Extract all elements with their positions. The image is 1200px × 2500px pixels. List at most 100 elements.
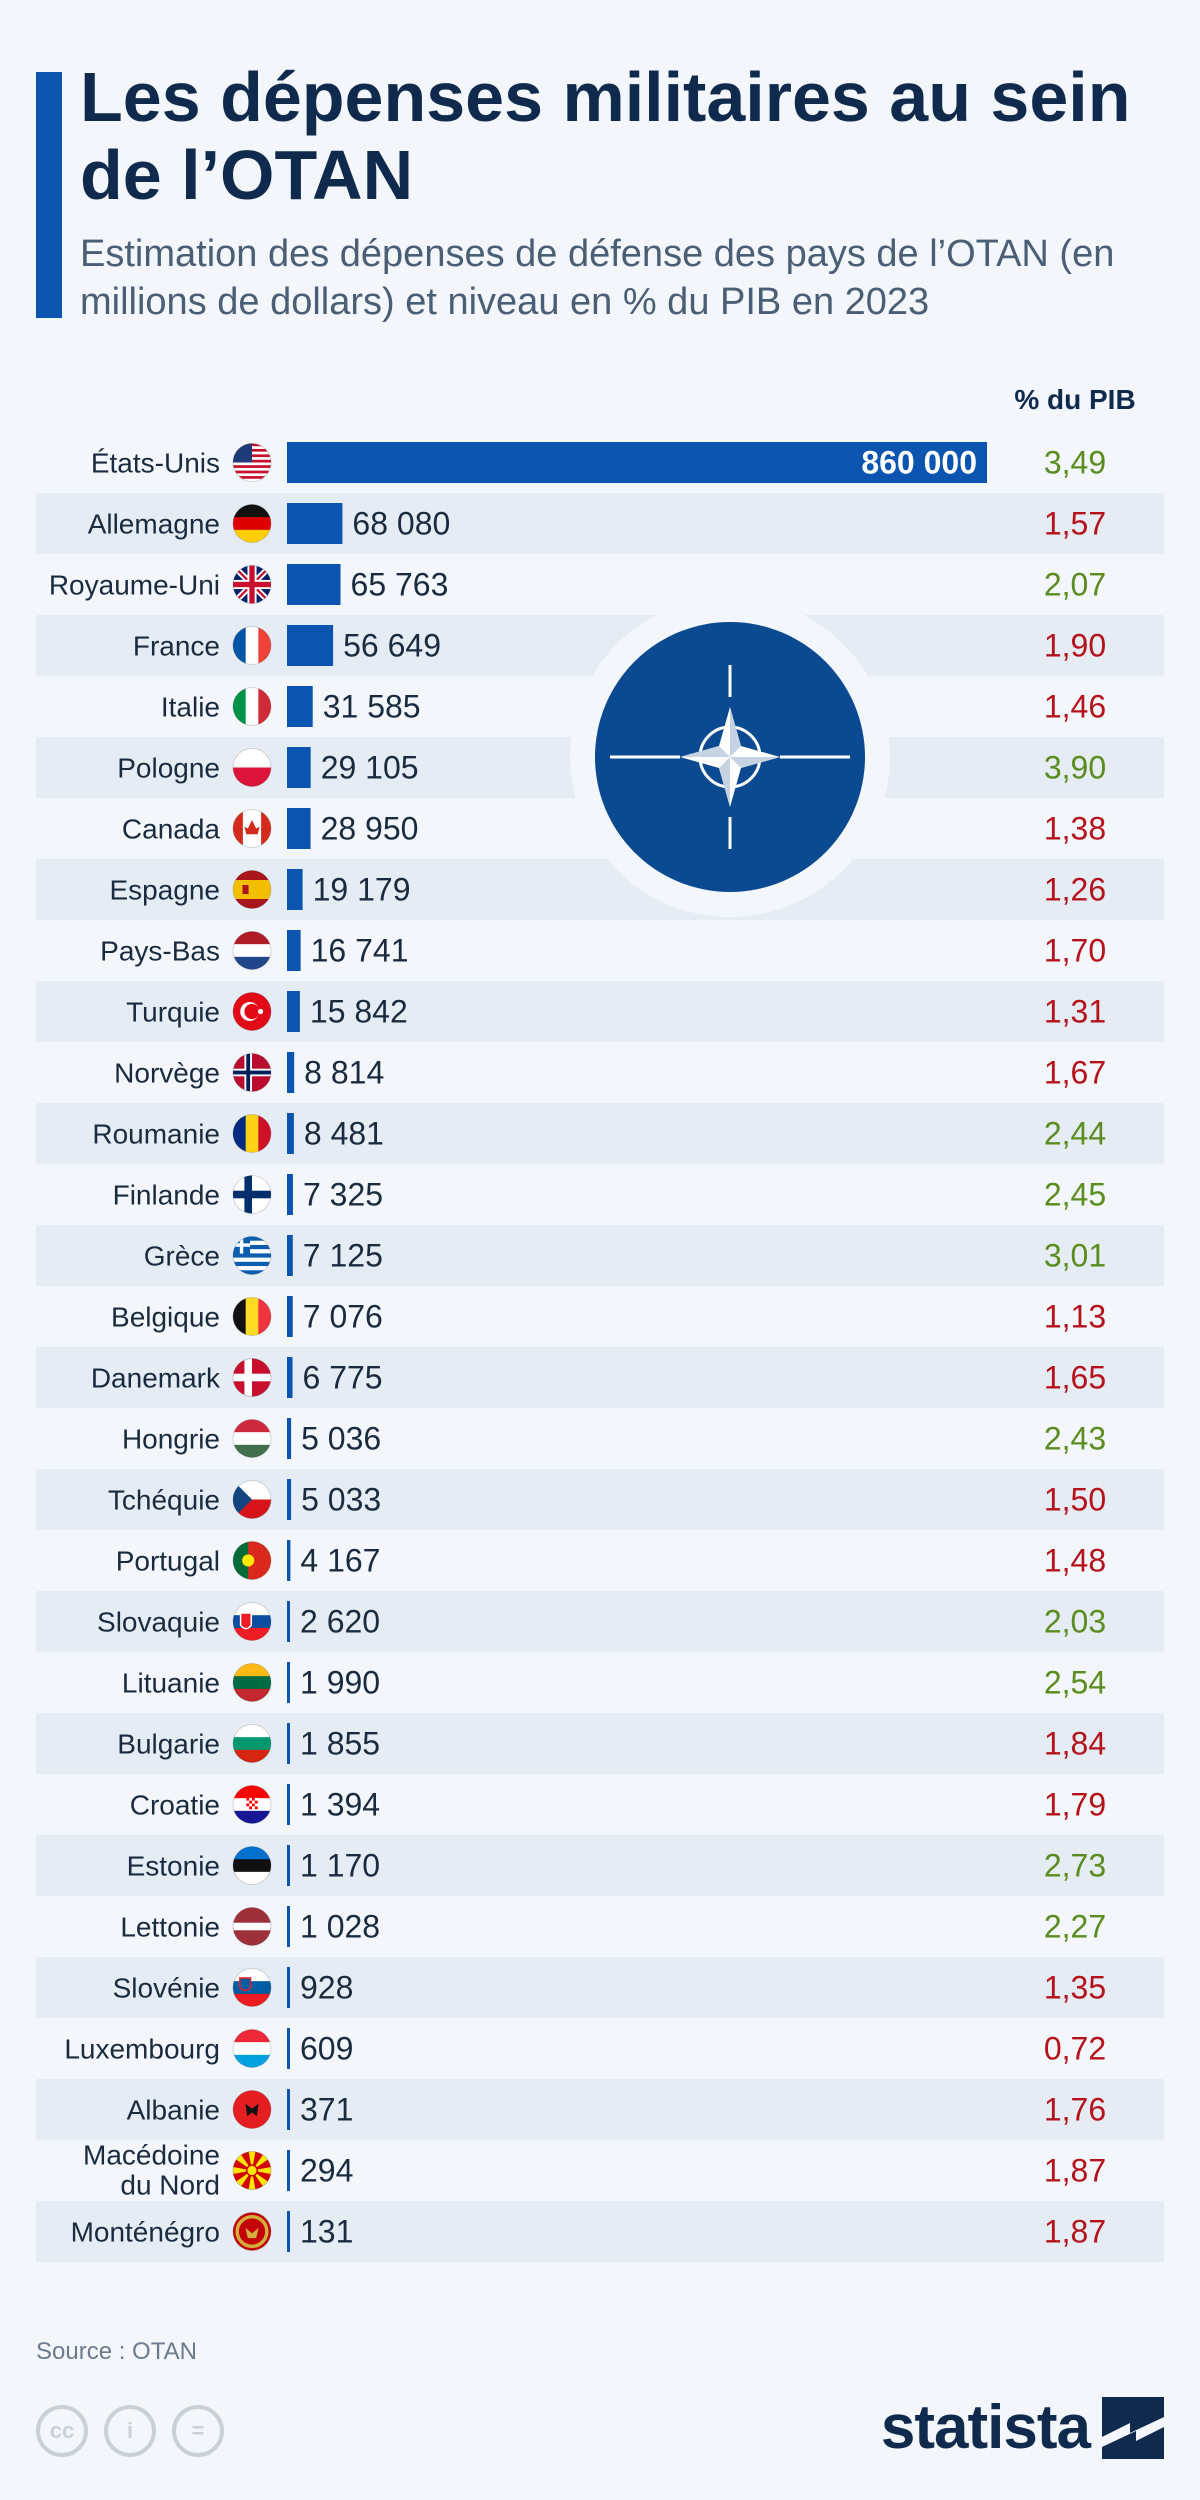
row-stripe [36, 1835, 1164, 1896]
chart-row: Canada 28 950 1,38 [122, 808, 1106, 849]
bar [287, 1723, 290, 1764]
flag-ca-icon [232, 809, 272, 848]
chart-row: Norvège 8 814 1,67 [114, 1052, 1106, 1093]
row-stripe [36, 2201, 1164, 2262]
attribution-icon[interactable]: i [104, 2405, 156, 2457]
license-icons: cc i = [36, 2405, 224, 2457]
emblem-compass-star [680, 707, 780, 807]
gdp-pct-label: 2,43 [1044, 1421, 1106, 1457]
bar [287, 1235, 293, 1276]
chart-row: Roumanie 8 481 2,44 [92, 1113, 1106, 1154]
gdp-pct-label: 2,45 [1044, 1177, 1106, 1213]
country-label: Canada [122, 814, 221, 845]
value-label: 7 125 [303, 1238, 383, 1274]
chart-row: Pologne 29 105 3,90 [117, 747, 1106, 788]
flag-lu-icon [232, 2029, 272, 2068]
flag-dk-icon [232, 1358, 272, 1397]
bar [287, 503, 343, 544]
country-label: Portugal [116, 1546, 220, 1577]
source-note: Source : OTAN [36, 2338, 197, 2365]
value-label: 1 394 [300, 1787, 380, 1823]
value-label: 5 036 [301, 1421, 381, 1457]
country-label: Roumanie [92, 1119, 220, 1150]
bar [287, 2028, 290, 2069]
value-label: 928 [300, 1970, 353, 2006]
chart-row: Belgique 7 076 1,13 [111, 1296, 1106, 1337]
chart-row: Hongrie 5 036 2,43 [122, 1418, 1106, 1459]
country-label: Hongrie [122, 1424, 220, 1455]
row-stripe [36, 1347, 1164, 1408]
value-label: 1 170 [300, 1848, 380, 1884]
flag-de-icon [232, 504, 272, 543]
chart-row: Grèce 7 125 3,01 [144, 1235, 1106, 1276]
bar [287, 1418, 292, 1459]
gdp-pct-label: 1,65 [1044, 1360, 1106, 1396]
chart-row: Bulgarie 1 855 1,84 [117, 1723, 1106, 1764]
chart-row: Portugal 4 167 1,48 [116, 1540, 1106, 1581]
gdp-pct-label: 1,84 [1044, 1726, 1106, 1762]
country-label: France [133, 631, 220, 662]
value-label: 860 000 [861, 445, 977, 481]
value-label: 68 080 [352, 506, 450, 542]
chart-row: Luxembourg 609 0,72 [64, 2028, 1106, 2069]
country-label: Norvège [114, 1058, 220, 1089]
country-label: Monténégro [71, 2217, 220, 2248]
country-label: Danemark [91, 1363, 221, 1394]
value-label: 8 814 [304, 1055, 384, 1091]
flag-be-icon [232, 1297, 272, 1336]
flag-hu-icon [232, 1419, 272, 1458]
chart-row: Albanie 371 1,76 [127, 2089, 1106, 2130]
value-label: 2 620 [300, 1604, 380, 1640]
flag-it-icon [232, 687, 272, 726]
gdp-pct-label: 1,31 [1044, 994, 1106, 1030]
flag-lt-icon [232, 1663, 272, 1702]
flag-ee-icon [232, 1846, 272, 1885]
flag-us-icon [232, 443, 272, 482]
gdp-pct-label: 1,87 [1044, 2153, 1106, 2189]
country-label: Albanie [127, 2095, 220, 2126]
gdp-pct-label: 1,76 [1044, 2092, 1106, 2128]
bar [287, 1479, 292, 1520]
country-label: Finlande [113, 1180, 220, 1211]
statista-logo[interactable]: statista [881, 2392, 1164, 2463]
chart-title: Les dépenses militaires au sein de l’OTA… [80, 58, 1131, 214]
row-stripe [36, 859, 1164, 920]
bar [287, 1845, 290, 1886]
bar [287, 1174, 293, 1215]
no-derivatives-icon[interactable]: = [172, 2405, 224, 2457]
row-stripe [36, 1225, 1164, 1286]
flag-nl-icon [232, 931, 272, 970]
chart-row: Allemagne 68 080 1,57 [88, 503, 1106, 544]
chart-row: Estonie 1 170 2,73 [127, 1845, 1106, 1886]
bar [287, 1113, 294, 1154]
country-label: Estonie [127, 1851, 220, 1882]
bar [287, 1662, 290, 1703]
gdp-pct-label: 3,49 [1044, 445, 1106, 481]
flag-me-icon [232, 2212, 272, 2251]
flag-cz-icon [232, 1480, 272, 1519]
bar [287, 625, 334, 666]
chart-row: Lettonie 1 028 2,27 [120, 1906, 1106, 1947]
country-label: Espagne [109, 875, 220, 906]
gdp-pct-label: 1,87 [1044, 2214, 1106, 2250]
bar [287, 1967, 290, 2008]
row-stripe [36, 493, 1164, 554]
flag-gr-icon [232, 1236, 272, 1275]
statista-mark-icon [1102, 2396, 1164, 2459]
country-label: Turquie [126, 997, 220, 1028]
value-label: 1 028 [300, 1909, 380, 1945]
chart-row: Croatie 1 394 1,79 [130, 1784, 1106, 1825]
country-label: Macédoine du Nord [83, 2140, 220, 2201]
value-label: 1 990 [300, 1665, 380, 1701]
country-label: Grèce [144, 1241, 220, 1272]
gdp-pct-label: 1,79 [1044, 1787, 1106, 1823]
gdp-pct-label: 1,38 [1044, 811, 1106, 847]
country-label: Croatie [130, 1790, 220, 1821]
bar [287, 1052, 295, 1093]
gdp-pct-label: 0,72 [1044, 2031, 1106, 2067]
creative-commons-icon[interactable]: cc [36, 2405, 88, 2457]
chart-subtitle: Estimation des dépenses de défense des p… [80, 233, 1115, 323]
country-label: Royaume-Uni [49, 570, 220, 601]
flag-mk-icon [232, 2151, 272, 2190]
